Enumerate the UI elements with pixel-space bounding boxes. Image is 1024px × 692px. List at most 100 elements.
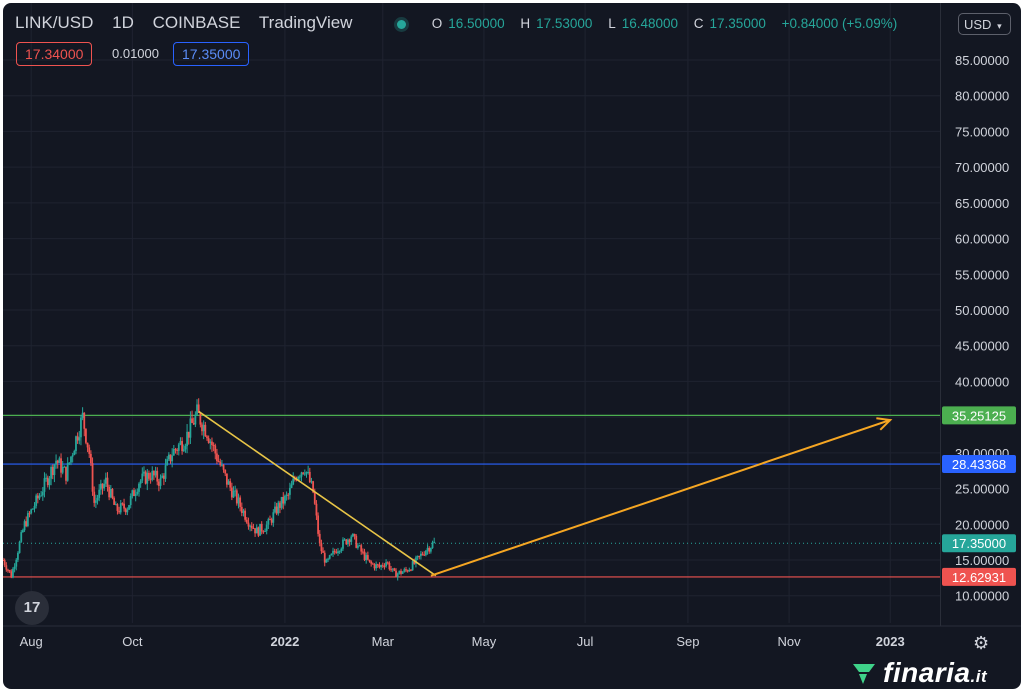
candle-body <box>411 561 414 571</box>
candle-body <box>340 548 343 552</box>
candle-body <box>408 569 411 572</box>
candle-body <box>98 489 101 498</box>
candle-body <box>308 471 311 483</box>
candle-body <box>197 404 200 413</box>
candle-body <box>156 470 159 482</box>
candle-body <box>431 542 434 549</box>
candle-body <box>53 464 56 476</box>
candle-body <box>35 495 38 506</box>
chevron-down-icon: ▾ <box>997 21 1002 31</box>
candle-body <box>371 563 374 565</box>
candle-body <box>179 441 182 445</box>
candle-body <box>388 562 391 570</box>
candle-body <box>312 481 315 493</box>
candle-body <box>172 449 175 456</box>
high-value: 17.53000 <box>536 16 593 31</box>
candle-body <box>305 471 308 474</box>
candle-body <box>433 541 436 543</box>
candle-body <box>277 502 280 514</box>
candle-body <box>65 466 67 481</box>
candle-body <box>207 438 210 443</box>
candle-body <box>133 490 135 497</box>
last-price-label: 17.35000 <box>952 536 1006 551</box>
sell-button[interactable]: 17.34000 <box>16 42 93 66</box>
candle-body <box>136 491 139 494</box>
candle-body <box>124 508 127 513</box>
price-chart[interactable]: 10.0000015.0000020.0000025.0000030.00000… <box>3 3 1021 689</box>
candle-body <box>176 449 179 451</box>
candle-body <box>418 555 421 557</box>
candle-body <box>366 555 369 560</box>
y-tick-label: 65.00000 <box>955 196 1009 211</box>
candle-body <box>85 428 87 443</box>
y-tick-label: 15.00000 <box>955 553 1009 568</box>
x-tick-label: Aug <box>20 634 43 649</box>
candle-body <box>375 564 378 569</box>
candle-body <box>274 506 276 513</box>
candle-body <box>75 436 77 451</box>
support-label: 12.62931 <box>952 570 1006 585</box>
candle-body <box>8 570 11 572</box>
candle-body <box>242 510 245 513</box>
currency-select[interactable]: USD ▾ <box>958 13 1011 35</box>
open-value: 16.50000 <box>448 16 505 31</box>
candle-body <box>322 551 324 553</box>
candle-body <box>259 523 261 536</box>
candle-body <box>177 444 180 451</box>
candle-body <box>363 551 366 560</box>
candle-body <box>356 545 359 548</box>
candle-body <box>116 504 119 511</box>
candle-body <box>282 496 285 504</box>
candle-body <box>342 539 344 549</box>
y-tick-label: 80.00000 <box>955 89 1009 104</box>
candle-body <box>187 431 190 438</box>
tradingview-logo-icon[interactable]: 17 <box>15 591 49 625</box>
candle-body <box>56 460 59 463</box>
candle-body <box>30 509 33 514</box>
candle-body <box>144 471 147 484</box>
candle-body <box>378 565 381 568</box>
candle-body <box>73 450 76 456</box>
x-tick-label: 2022 <box>270 634 299 649</box>
candle-body <box>182 449 185 452</box>
symbol-name[interactable]: LINK/USD <box>15 13 94 32</box>
candle-body <box>235 490 238 504</box>
candle-body <box>287 494 290 496</box>
gear-icon[interactable]: ⚙ <box>973 633 990 653</box>
chart-frame: 10.00000 15.00000 20.00000 25.00000 30.00000… <box>3 3 1021 689</box>
candle-body <box>360 545 363 552</box>
candle-body <box>307 471 310 473</box>
candle-body <box>86 442 89 448</box>
candle-body <box>405 569 407 571</box>
candle-body <box>154 470 157 476</box>
candle-body <box>161 475 164 478</box>
candle-body <box>415 557 417 564</box>
finaria-logo: finaria .it <box>851 657 987 688</box>
candle-body <box>45 477 48 479</box>
blue-level-label-bg <box>942 455 1016 474</box>
candle-body <box>10 571 13 578</box>
candle-body <box>119 503 122 513</box>
candle-body <box>169 454 172 462</box>
candle-body <box>93 491 96 503</box>
candle-body <box>22 530 24 533</box>
candle-body <box>244 510 247 520</box>
buy-button[interactable]: 17.35000 <box>173 42 250 66</box>
candle-body <box>429 548 432 552</box>
candle-body <box>352 533 354 537</box>
resistance-label-bg <box>942 406 1016 425</box>
interval-label[interactable]: 1D <box>112 13 134 32</box>
low-value: 16.48000 <box>621 16 679 31</box>
y-tick-label: 75.00000 <box>955 124 1009 139</box>
candle-body <box>350 536 353 542</box>
y-tick-label: 60.00000 <box>955 232 1009 247</box>
candle-body <box>196 404 198 415</box>
candle-body <box>343 539 346 541</box>
candle-body <box>267 519 270 525</box>
candle-body <box>128 505 130 510</box>
candle-body <box>227 481 230 485</box>
candle-body <box>3 560 6 566</box>
candle-body <box>317 515 319 534</box>
high-key: H <box>520 16 531 31</box>
candle-body <box>109 488 112 498</box>
